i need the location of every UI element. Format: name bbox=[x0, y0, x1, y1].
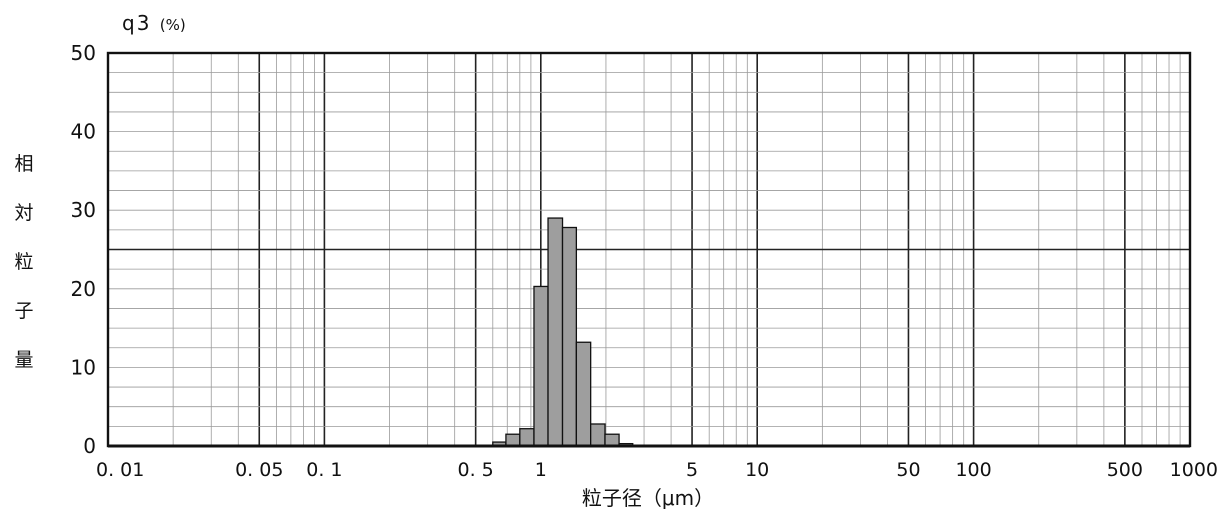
histogram-bar bbox=[519, 428, 535, 447]
x-tick-label: 500 bbox=[1107, 459, 1143, 481]
x-tick-label: 1 bbox=[535, 459, 547, 481]
histogram-bar bbox=[604, 433, 620, 447]
y-tick-label: 30 bbox=[71, 198, 96, 222]
y-tick-label: 0 bbox=[83, 434, 96, 458]
histogram-bar bbox=[533, 285, 549, 447]
x-tick-label: 0. 5 bbox=[458, 459, 494, 481]
x-tick-label: 0. 05 bbox=[235, 459, 283, 481]
y-axis-label-char: 子 bbox=[14, 300, 34, 322]
histogram-bar bbox=[505, 433, 521, 447]
x-tick-label: 0. 1 bbox=[306, 459, 342, 481]
y-tick-label: 40 bbox=[71, 120, 96, 144]
x-tick-label: 0. 01 bbox=[96, 459, 144, 481]
x-tick-label: 1000 bbox=[1170, 459, 1218, 481]
y-unit-label: q3 (%) bbox=[122, 11, 186, 35]
x-axis-label: 粒子径（μm） bbox=[582, 486, 714, 509]
y-axis-label-char: 相 bbox=[14, 153, 34, 175]
histogram-bar bbox=[561, 226, 578, 447]
y-tick-label: 10 bbox=[71, 355, 96, 379]
x-tick-label: 10 bbox=[745, 459, 769, 481]
y-axis-label-char: 対 bbox=[14, 202, 34, 224]
y-axis-label: 相対粒子量 bbox=[8, 140, 40, 385]
x-tick-label: 100 bbox=[955, 459, 991, 481]
y-axis-label-char: 量 bbox=[14, 349, 34, 371]
y-tick-label: 20 bbox=[71, 277, 96, 301]
histogram-bar bbox=[547, 217, 564, 447]
histogram-bar bbox=[575, 341, 592, 447]
y-tick-label: 50 bbox=[71, 41, 96, 65]
x-tick-label: 5 bbox=[686, 459, 698, 481]
x-tick-label: 50 bbox=[896, 459, 920, 481]
histogram-bar bbox=[590, 423, 606, 447]
y-axis-label-char: 粒 bbox=[14, 251, 34, 273]
